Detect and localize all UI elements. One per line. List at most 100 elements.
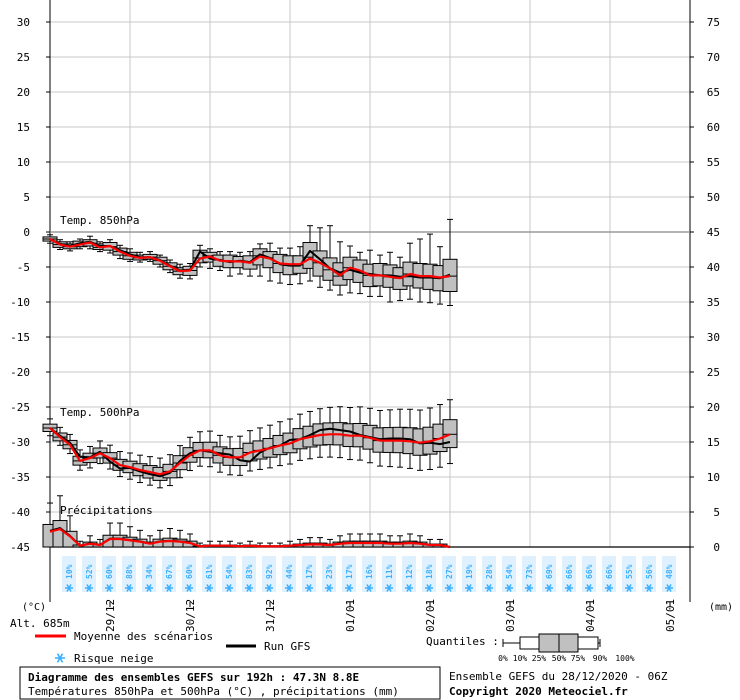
snowflake-icon [665,584,673,592]
snowflake-icon [505,584,513,592]
quantile-tick-label: 0% [498,654,508,663]
snow-risk-cell [222,556,236,592]
snowflake-stroke [126,584,132,592]
snow-risk-label: 55% [625,564,634,579]
snow-risk-label: 52% [85,564,94,579]
snowflake-stroke [146,584,152,592]
left-tick-label: 25 [17,51,30,64]
precip-panel-label: Précipitations [60,504,153,517]
right-tick-label: 60 [707,121,720,134]
snowflake-stroke [266,584,272,592]
snow-risk-cell [202,556,216,592]
snow-risk-cell [562,556,576,592]
snowflake-icon [645,584,653,592]
title-box [19,666,441,700]
snowflake-icon [425,584,433,592]
snow-risk-label: 61% [205,564,214,579]
snow-risk-label: 66% [585,564,594,579]
t500-gfs-line [49,427,451,478]
snow-risk-cell [62,556,76,592]
right-tick-label: 25 [707,366,720,379]
snowflake-icon [285,584,293,592]
snowflake-icon [545,584,553,592]
snow-risk-cell [542,556,556,592]
legend-snow-label: Risque neige [74,652,153,665]
left-tick-label: -45 [10,541,30,554]
snowflake-icon [165,584,173,592]
left-tick-label: 0 [23,226,30,239]
snowflake-stroke [566,584,572,592]
date-label: 29/12 [104,599,117,632]
right-tick-label: 65 [707,86,720,99]
snowflake-icon [625,584,633,592]
precip-mean-line [49,527,451,549]
legend-quantile-box [502,633,601,653]
snowflake-icon [485,584,493,592]
snowflake-icon [345,584,353,592]
snowflake-stroke [446,584,452,592]
snow-risk-label: 54% [505,564,514,579]
snow-risk-label: 54% [225,564,234,579]
snow-risk-label: 56% [645,564,654,579]
right-tick-label: 0 [713,541,720,554]
snow-risk-cell [302,556,316,592]
snowflake-stroke [106,584,112,592]
legend-gfs-label: Run GFS [264,640,310,653]
snow-risk-label: 60% [105,564,114,579]
snow-risk-label: 83% [245,564,254,579]
left-tick-label: -20 [10,366,30,379]
left-tick-label: 10 [17,156,30,169]
legend-quantile-ticks: 0% 10% 25% 50% 75% 90% 100% [498,654,635,663]
snowflake-icon [145,584,153,592]
left-tick-label: 15 [17,121,30,134]
left-tick-label: 30 [17,16,30,29]
snowflake-icon [445,584,453,592]
snowflake-stroke [506,584,512,592]
snowflake-stroke [606,584,612,592]
right-tick-label: 70 [707,51,720,64]
quantile-tick-label: 75% [571,654,586,663]
snow-risk-cell [182,556,196,592]
snow-risk-label: 18% [425,564,434,579]
snow-risk-label: 66% [605,564,614,579]
right-tick-label: 45 [707,226,720,239]
right-tick-label: 40 [707,261,720,274]
snowflake-stroke [526,584,532,592]
right-tick-label: 75 [707,16,720,29]
snowflake-icon [265,584,273,592]
snowflake-icon [605,584,613,592]
right-tick-label: 20 [707,401,720,414]
snowflake-icon [65,584,73,592]
quantile-tick-label: 10% [513,654,528,663]
snow-risk-cell [662,556,676,592]
run-info: Ensemble GEFS du 28/12/2020 - 06Z [449,670,668,683]
snow-risk-cell [282,556,296,592]
right-tick-label: 15 [707,436,720,449]
snowflake-stroke [186,584,192,592]
snow-risk-label: 28% [485,564,494,579]
snowflake-icon [185,584,193,592]
snowflake-icon [105,584,113,592]
snow-risk-label: 27% [445,564,454,579]
snow-risk-cell [602,556,616,592]
legend-snowflake-icon [55,653,65,663]
snowflake-stroke [346,584,352,592]
t500-box [442,419,458,449]
t850-panel-label: Temp. 850hPa [60,214,139,227]
snow-risk-cell [322,556,336,592]
snow-risk-cell [622,556,636,592]
snow-risk-label: 60% [185,564,194,579]
snow-risk-cell [342,556,356,592]
snow-risk-label: 34% [145,564,154,579]
snow-risk-cell [442,556,456,592]
snow-risk-label: 12% [405,564,414,579]
snow-risk-cell [82,556,96,592]
snow-risk-label: 69% [545,564,554,579]
snowflake-stroke [86,584,92,592]
snow-risk-cell [382,556,396,592]
left-tick-label: -25 [10,401,30,414]
quantile-tick-label: 25% [532,654,547,663]
snow-risk-label: 92% [265,564,274,579]
date-label: 05/01 [664,599,677,632]
